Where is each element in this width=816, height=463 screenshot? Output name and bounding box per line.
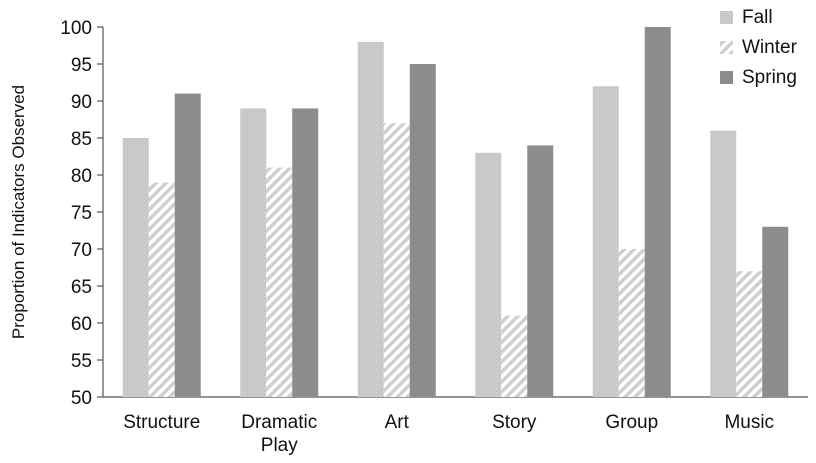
bar-fall-music [710, 130, 737, 397]
bar-winter-dramatic-play [266, 167, 293, 397]
bar-spring-art [409, 64, 436, 397]
legend-item-winter: Winter [720, 37, 798, 58]
x-tick-label: Art [385, 412, 410, 433]
x-tick-label: Dramatic Play [241, 412, 317, 456]
legend-label: Fall [742, 7, 773, 28]
y-tick-label: 100 [60, 18, 92, 39]
x-tick-label: Story [492, 412, 537, 433]
y-tick-label: 55 [71, 351, 92, 372]
x-tick-label: Structure [123, 412, 200, 433]
y-tick-label: 50 [71, 388, 92, 409]
legend-item-fall: Fall [720, 7, 773, 28]
legend-swatch [720, 41, 733, 54]
bar-spring-structure [174, 93, 201, 397]
y-axis-title: Proportion of Indicators Observed [9, 85, 28, 339]
bar-winter-group [618, 249, 645, 397]
y-tick-label: 75 [71, 203, 92, 224]
y-tick-label: 90 [71, 92, 92, 113]
y-tick-label: 80 [71, 166, 92, 187]
bar-fall-structure [122, 138, 149, 397]
legend: Fall Winter Spring [720, 7, 798, 88]
bars [122, 27, 789, 398]
bar-winter-structure [148, 182, 175, 397]
axes [97, 26, 808, 398]
bar-winter-music [736, 271, 763, 397]
bar-fall-group [592, 86, 619, 397]
bar-spring-music [762, 226, 789, 397]
legend-item-spring: Spring [720, 67, 797, 88]
bar-fall-dramatic-play [240, 108, 267, 398]
legend-swatch [720, 71, 733, 84]
bar-spring-dramatic-play [292, 108, 319, 398]
bar-winter-story [501, 315, 528, 397]
y-tick-label: 60 [71, 314, 92, 335]
legend-label: Spring [742, 67, 797, 88]
bar-fall-story [475, 152, 502, 397]
bar-spring-group [644, 27, 671, 397]
bar-spring-story [527, 145, 554, 397]
labels: 50 55 60 65 70 75 80 85 90 95 100 Proportion of Ind… [9, 18, 774, 456]
bar-fall-art [357, 41, 384, 398]
bar-winter-art [383, 123, 410, 397]
legend-label: Winter [742, 37, 798, 58]
y-tick-label: 85 [71, 129, 92, 150]
y-tick-label: 65 [71, 277, 92, 298]
x-tick-label: Group [605, 412, 658, 433]
y-tick-label: 70 [71, 240, 92, 261]
legend-swatch [720, 11, 733, 24]
y-tick-label: 95 [71, 55, 92, 76]
x-tick-label: Music [724, 412, 774, 433]
